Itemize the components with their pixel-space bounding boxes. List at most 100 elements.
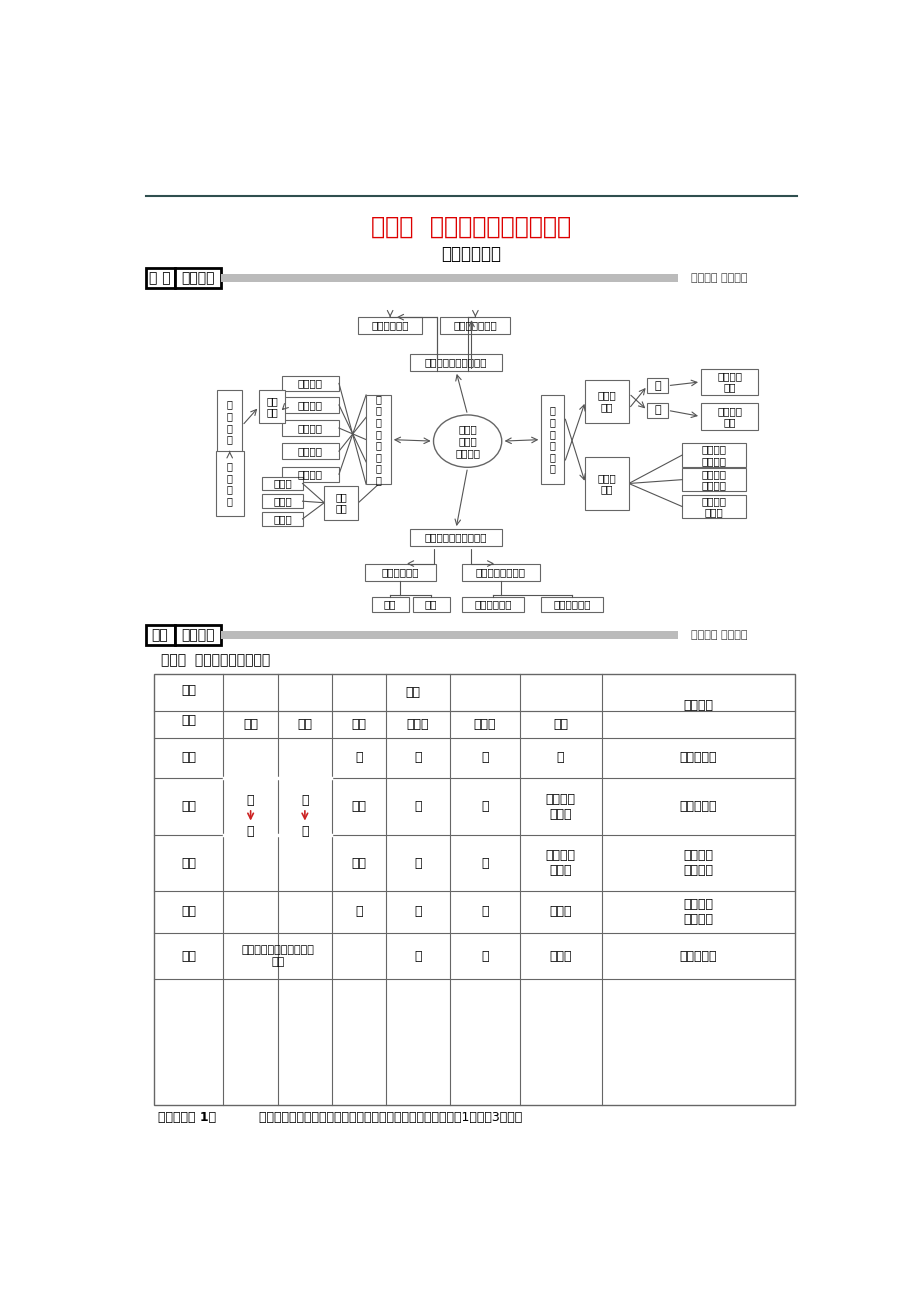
Text: 水路运输: 水路运输 [298, 423, 323, 434]
Text: 下图表示四种货物在生产运输过程中的相关特点。读图完成（1）～（3）题。: 下图表示四种货物在生产运输过程中的相关特点。读图完成（1）～（3）题。 [250, 1111, 521, 1124]
Text: 交通网
层次: 交通网 层次 [597, 473, 616, 495]
Text: 低: 低 [301, 794, 308, 807]
Text: 水路: 水路 [181, 751, 196, 764]
Ellipse shape [433, 415, 501, 467]
FancyBboxPatch shape [281, 444, 338, 458]
Text: 对密度的影响: 对密度的影响 [381, 568, 418, 577]
Text: 运速: 运速 [351, 717, 367, 730]
FancyBboxPatch shape [358, 318, 422, 335]
FancyBboxPatch shape [323, 486, 358, 519]
Text: 线: 线 [653, 380, 660, 391]
FancyBboxPatch shape [682, 444, 745, 466]
Text: 高: 高 [301, 824, 308, 837]
FancyBboxPatch shape [461, 564, 539, 581]
Text: 大: 大 [246, 794, 254, 807]
Text: 好: 好 [414, 857, 421, 870]
Text: 对商业网点分布的影响: 对商业网点分布的影响 [425, 533, 487, 543]
Text: 山区: 山区 [425, 599, 437, 609]
Text: 低: 低 [556, 751, 563, 764]
Text: 大型化: 大型化 [273, 496, 291, 506]
Text: 运价: 运价 [297, 717, 312, 730]
Text: 差: 差 [481, 751, 488, 764]
FancyBboxPatch shape [366, 395, 391, 484]
FancyBboxPatch shape [410, 354, 501, 371]
Text: 公路: 公路 [181, 857, 196, 870]
FancyBboxPatch shape [281, 397, 338, 413]
Text: 专题: 专题 [152, 628, 168, 642]
FancyBboxPatch shape [647, 378, 667, 393]
FancyBboxPatch shape [440, 318, 510, 335]
Text: 大宗、远程: 大宗、远程 [679, 751, 717, 764]
Text: 优点
缺点: 优点 缺点 [267, 396, 278, 417]
Text: 差: 差 [414, 905, 421, 918]
FancyBboxPatch shape [584, 457, 629, 510]
Text: 好: 好 [481, 799, 488, 812]
FancyBboxPatch shape [281, 421, 338, 436]
Text: 五
种
主
要
运
输
方
式: 五 种 主 要 运 输 方 式 [375, 395, 381, 486]
Text: 多
快
好
省: 多 快 好 省 [226, 461, 233, 506]
FancyBboxPatch shape [281, 466, 338, 482]
Text: 高速化: 高速化 [273, 479, 291, 488]
FancyBboxPatch shape [262, 495, 302, 508]
Text: 短途运输
成本低: 短途运输 成本低 [545, 849, 575, 878]
Text: 快: 快 [355, 905, 362, 918]
FancyBboxPatch shape [221, 273, 677, 281]
Text: 专业化: 专业化 [273, 514, 291, 523]
Text: 高速公路沿线: 高速公路沿线 [553, 599, 590, 609]
Text: 差: 差 [481, 905, 488, 918]
Text: 运输

方式: 运输 方式 [181, 684, 196, 727]
Text: 拓展贯通 深度升华: 拓展贯通 深度升华 [690, 630, 747, 641]
Text: 差: 差 [414, 799, 421, 812]
FancyBboxPatch shape [175, 625, 221, 646]
FancyBboxPatch shape [700, 368, 757, 395]
Text: 鲜货、活
物、短途: 鲜货、活 物、短途 [683, 849, 713, 878]
Text: 梳理知识 把握主干: 梳理知识 把握主干 [690, 273, 747, 283]
FancyBboxPatch shape [175, 268, 221, 288]
Text: 第五章  交通运输布局及其影响: 第五章 交通运输布局及其影响 [371, 215, 571, 240]
FancyBboxPatch shape [700, 402, 757, 431]
Text: 好: 好 [481, 857, 488, 870]
FancyBboxPatch shape [153, 673, 795, 1105]
Text: 公路运输: 公路运输 [298, 400, 323, 410]
Text: 成本: 成本 [552, 717, 568, 730]
Text: 灵活性: 灵活性 [406, 717, 429, 730]
FancyBboxPatch shape [647, 402, 667, 418]
Text: 较慢: 较慢 [351, 857, 367, 870]
Text: 专题一  交通运输方式的选择: 专题一 交通运输方式的选择 [162, 654, 270, 668]
FancyBboxPatch shape [217, 389, 242, 454]
Text: 管道: 管道 [181, 949, 196, 962]
Text: 液体、气体: 液体、气体 [679, 949, 717, 962]
Text: 点: 点 [653, 405, 660, 415]
Text: 较快: 较快 [351, 799, 367, 812]
FancyBboxPatch shape [281, 376, 338, 391]
Text: 差: 差 [414, 751, 421, 764]
FancyBboxPatch shape [682, 469, 745, 491]
Text: 选
择
原
则: 选 择 原 则 [226, 400, 233, 444]
Text: 章末整合提升: 章末整合提升 [441, 245, 501, 263]
FancyBboxPatch shape [682, 495, 745, 518]
Text: 大区级综
合运输网: 大区级综 合运输网 [701, 469, 726, 491]
Text: 铁路运输: 铁路运输 [298, 379, 323, 388]
Text: 连续性: 连续性 [473, 717, 495, 730]
FancyBboxPatch shape [216, 452, 244, 516]
FancyBboxPatch shape [410, 529, 501, 546]
Text: 小: 小 [246, 824, 254, 837]
FancyBboxPatch shape [461, 596, 524, 612]
Text: 发展
趋势: 发展 趋势 [335, 492, 346, 513]
FancyBboxPatch shape [146, 268, 175, 288]
Text: 慢: 慢 [355, 751, 362, 764]
FancyBboxPatch shape [146, 625, 175, 646]
Text: 投资大、
占地广: 投资大、 占地广 [545, 793, 575, 820]
Text: 市区环路边缘: 市区环路边缘 [474, 599, 511, 609]
Text: 沿交通线扩展: 沿交通线扩展 [371, 320, 408, 331]
Text: 投资大: 投资大 [549, 905, 572, 918]
FancyBboxPatch shape [364, 564, 436, 581]
FancyBboxPatch shape [540, 596, 603, 612]
Text: 基本不变或萎缩: 基本不变或萎缩 [453, 320, 496, 331]
Text: 特点: 特点 [404, 686, 420, 699]
Text: 远程、量大: 远程、量大 [679, 799, 717, 812]
FancyBboxPatch shape [371, 596, 408, 612]
Text: 省级综合
运输网: 省级综合 运输网 [701, 496, 726, 517]
Text: 投资大: 投资大 [549, 949, 572, 962]
Text: 差: 差 [414, 949, 421, 962]
